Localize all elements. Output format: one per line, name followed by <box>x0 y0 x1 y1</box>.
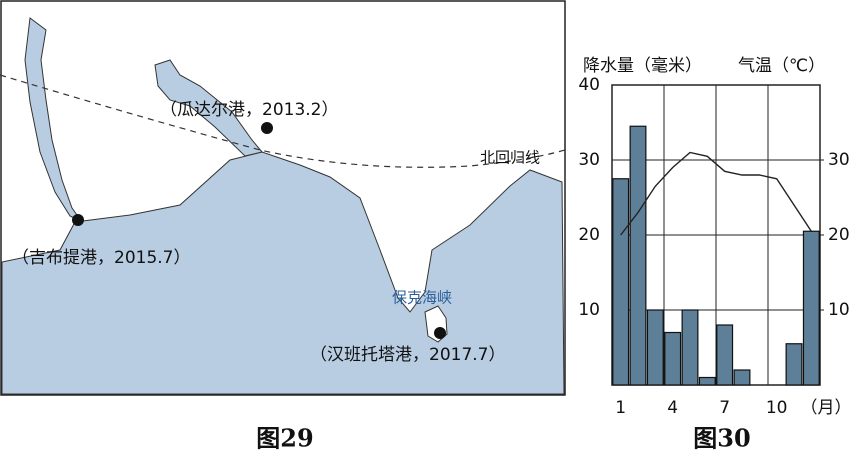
bar <box>681 309 699 386</box>
x-tick-label: 1 <box>615 398 626 418</box>
y2-tick-label: 30 <box>828 150 850 170</box>
x-tick-label: 10 <box>766 398 788 418</box>
y2-tick-label: 20 <box>828 225 850 245</box>
x-tick-label: 4 <box>667 398 678 418</box>
strait-label: 保克海峡 <box>392 289 452 307</box>
x-tick-label: 7 <box>719 398 730 418</box>
temperature-line <box>620 151 812 236</box>
bar <box>629 125 647 386</box>
port-label: （吉布提港，2015.7） <box>12 248 190 268</box>
y-axis-label: 降水量（毫米） <box>583 56 702 76</box>
y2-tick-label: 10 <box>828 300 850 320</box>
bar <box>716 324 734 386</box>
bar <box>733 369 751 386</box>
y-tick-label: 10 <box>578 300 600 320</box>
y-tick-label: 40 <box>578 75 600 95</box>
port-label: （瓜达尔港，2013.2） <box>160 100 338 120</box>
y2-axis-label: 气温（℃） <box>738 56 825 76</box>
bar <box>664 331 682 386</box>
tropic-label: 北回归线 <box>480 149 540 167</box>
bar <box>646 309 664 386</box>
y-tick-label: 30 <box>578 150 600 170</box>
y-tick-label: 20 <box>578 225 600 245</box>
bar <box>698 376 716 386</box>
port-marker <box>434 327 446 339</box>
bar <box>612 178 630 386</box>
bar <box>785 343 803 386</box>
chart-caption: 图30 <box>693 424 750 453</box>
tropic-line <box>0 74 566 168</box>
x-axis-label: （月） <box>801 398 852 418</box>
persian-gulf <box>154 59 263 157</box>
bar <box>802 230 820 386</box>
port-marker <box>72 214 84 226</box>
map: （瓜达尔港，2013.2） （吉布提港，2015.7） （汉班托塔港，2017.… <box>0 0 566 453</box>
port-marker <box>261 122 273 134</box>
map-caption: 图29 <box>256 424 313 453</box>
port-label: （汉班托塔港，2017.7） <box>310 345 505 365</box>
climate-chart: 降水量（毫米） 气温（℃） （月） 图30 10 20 30 40 10 20 30 1 4 7 1… <box>578 56 851 453</box>
